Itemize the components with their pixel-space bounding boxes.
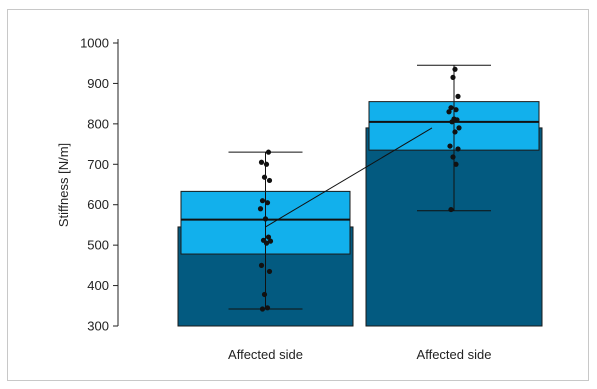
y-tick-label-300: 300 <box>87 319 109 334</box>
point-2-10 <box>451 116 457 122</box>
y-tick-label-800: 800 <box>87 116 109 131</box>
y-tick-label-500: 500 <box>87 238 109 253</box>
y-axis: 300 400 500 600 700 800 900 1000 <box>80 36 119 334</box>
x-axis-labels: Affected side Affected side <box>228 347 491 362</box>
point-2-3 <box>450 154 456 160</box>
point-1-12 <box>264 200 271 206</box>
connector-line <box>265 127 433 228</box>
point-2-2 <box>453 161 459 167</box>
point-2-6 <box>452 129 458 135</box>
point-2-15 <box>450 74 456 80</box>
mean-connector <box>265 127 433 228</box>
point-1-7 <box>267 238 274 244</box>
point-1-10 <box>262 216 269 222</box>
y-tick-label-900: 900 <box>87 76 109 91</box>
point-2-11 <box>446 109 452 115</box>
point-1-2 <box>264 305 271 311</box>
point-2-13 <box>448 105 454 111</box>
point-1-5 <box>258 262 265 268</box>
point-1-1 <box>259 306 266 312</box>
point-2-4 <box>455 146 461 152</box>
x-label-1: Affected side <box>228 347 303 362</box>
point-2-12 <box>453 107 459 113</box>
point-1-14 <box>266 177 273 184</box>
y-tick-label-700: 700 <box>87 157 109 172</box>
point-1-9 <box>265 234 272 240</box>
y-tick-label-400: 400 <box>87 278 109 293</box>
point-1-13 <box>259 198 266 204</box>
point-1-15 <box>261 174 268 180</box>
x-label-2: Affected side <box>417 347 492 362</box>
y-axis-title: Stiffness [N/m] <box>56 143 71 227</box>
data-points <box>257 66 462 312</box>
point-2-5 <box>447 143 453 149</box>
point-2-16 <box>452 66 458 72</box>
point-2-1 <box>448 206 454 213</box>
point-2-7 <box>456 125 462 131</box>
point-1-4 <box>266 268 273 275</box>
point-1-18 <box>265 149 272 155</box>
point-1-8 <box>260 237 267 243</box>
y-tick-label-1000: 1000 <box>80 36 109 51</box>
point-1-17 <box>258 159 265 165</box>
point-1-11 <box>257 206 264 212</box>
point-1-3 <box>261 291 268 298</box>
y-tick-label-600: 600 <box>87 197 109 212</box>
point-1-16 <box>263 161 270 167</box>
point-2-14 <box>455 93 461 99</box>
